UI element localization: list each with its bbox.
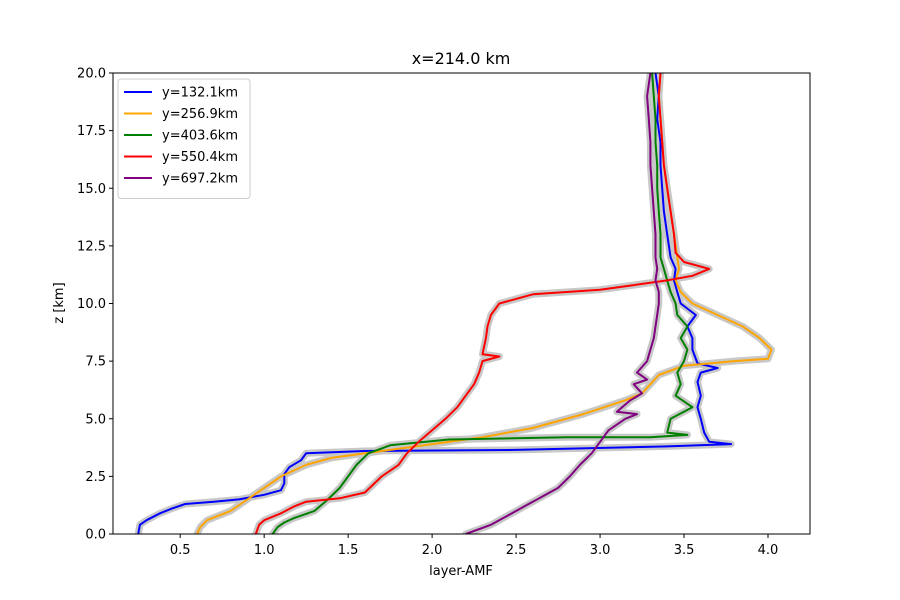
y-tick-label: 0.0 <box>85 528 106 543</box>
legend-label-5: y=697.2km <box>162 172 238 187</box>
legend-label-2: y=256.9km <box>162 107 238 122</box>
series-line-3 <box>271 73 694 534</box>
legend: y=132.1km y=256.9km y=403.6km y=550.4km y=69… <box>117 78 251 199</box>
x-tick-label: 2.0 <box>422 543 443 558</box>
y-tick-label: 7.5 <box>85 355 106 370</box>
y-tick-label: 5.0 <box>85 412 106 427</box>
x-tick-label: 2.5 <box>506 543 527 558</box>
x-axis-label: layer-AMF <box>429 564 493 579</box>
x-tick-label: 1.5 <box>338 543 359 558</box>
y-tick-label: 15.0 <box>77 182 106 197</box>
legend-label-1: y=132.1km <box>162 86 238 101</box>
x-tick-label: 3.0 <box>590 543 611 558</box>
series-line-4 <box>254 73 711 534</box>
x-tick-label: 3.5 <box>674 543 695 558</box>
series-line-1 <box>137 73 733 534</box>
chart-title: x=214.0 km <box>412 49 511 68</box>
series-group <box>134 73 775 534</box>
y-tick-label: 20.0 <box>77 67 106 82</box>
y-tick-label: 10.0 <box>77 297 106 312</box>
x-tick-label: 0.5 <box>170 543 191 558</box>
legend-box <box>117 78 251 199</box>
y-tick-label: 12.5 <box>77 239 106 254</box>
x-tick-label: 1.0 <box>254 543 275 558</box>
legend-label-3: y=403.6km <box>162 129 238 144</box>
y-axis-label: z [km] <box>52 282 67 323</box>
y-tick-label: 2.5 <box>85 470 106 485</box>
x-tick-label: 4.0 <box>758 543 779 558</box>
series-line-5 <box>465 73 660 534</box>
plot-area: 0.5 1.0 1.5 2.0 2.5 3.0 3.5 4.0 0.0 2.5 5.0 7.5 10.0… <box>77 67 811 558</box>
legend-label-4: y=550.4km <box>162 150 238 165</box>
y-tick-label: 17.5 <box>77 124 106 139</box>
